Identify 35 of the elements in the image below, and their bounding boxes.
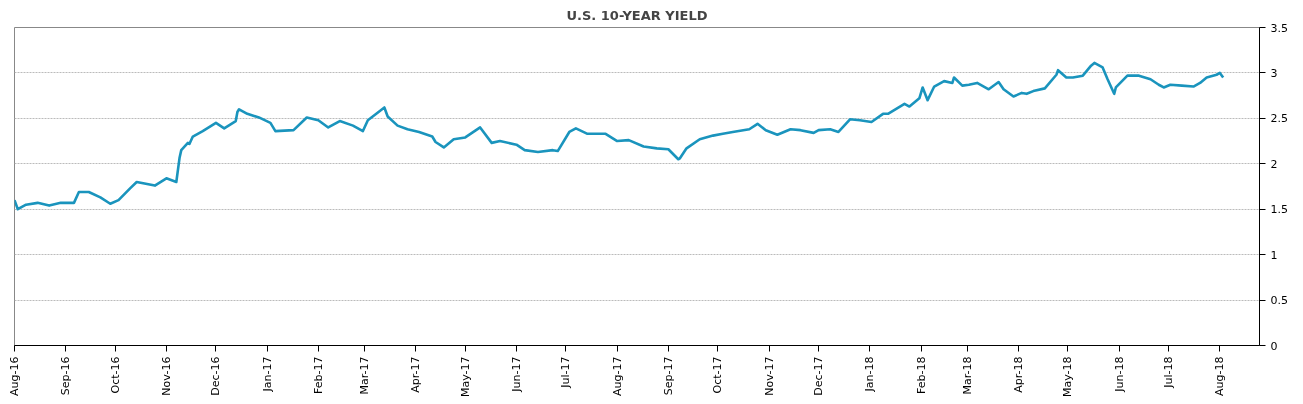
y-tick-label: 1.5	[1270, 203, 1288, 217]
x-tick-label: Dec-16	[209, 356, 223, 396]
x-tick-label: Oct-17	[711, 356, 725, 394]
x-tick-label: May-17	[458, 356, 472, 398]
x-tick-label: Oct-16	[108, 356, 122, 394]
line-series	[14, 61, 1225, 211]
x-tick-label: Sep-16	[59, 356, 73, 396]
x-tick-label: Feb-17	[311, 356, 325, 394]
x-tick-label: Jun-18	[1112, 356, 1126, 393]
x-tick-label: Mar-18	[960, 356, 974, 395]
y-tick-label: 3.5	[1270, 21, 1288, 35]
x-tick-label: Dec-17	[812, 356, 826, 396]
x-tick-label: Jul-17	[559, 356, 573, 389]
x-tick-label: Jan-18	[863, 356, 877, 393]
x-tick-label: Nov-16	[159, 356, 173, 396]
x-tick-label: Mar-17	[358, 356, 372, 395]
x-tick-label: Apr-17	[409, 356, 423, 393]
x-tick-label: Nov-17	[762, 356, 776, 396]
chart-title: U.S. 10-YEAR YIELD	[566, 7, 708, 23]
x-tick-label: Sep-17	[661, 356, 675, 396]
x-tick-label: Jan-17	[260, 356, 274, 393]
x-tick-label: Jul-18	[1162, 356, 1176, 389]
x-tick-label: Feb-18	[914, 356, 928, 394]
y-tick-label: 1	[1270, 248, 1278, 262]
y-tick-label: 0.5	[1270, 294, 1288, 308]
y-tick-label: 3	[1270, 66, 1278, 80]
x-tick-label: Jun-17	[509, 356, 523, 393]
x-tick-label: Aug-17	[610, 356, 624, 396]
y-tick-label: 0	[1270, 339, 1278, 353]
y-tick-label: 2.5	[1270, 112, 1288, 126]
x-tick-label: May-18	[1061, 356, 1075, 398]
x-tick-label: Aug-18	[1213, 356, 1227, 396]
y-tick-label: 2	[1270, 157, 1278, 171]
x-tick-label: Aug-16	[8, 356, 21, 396]
x-tick-label: Apr-18	[1011, 356, 1025, 393]
